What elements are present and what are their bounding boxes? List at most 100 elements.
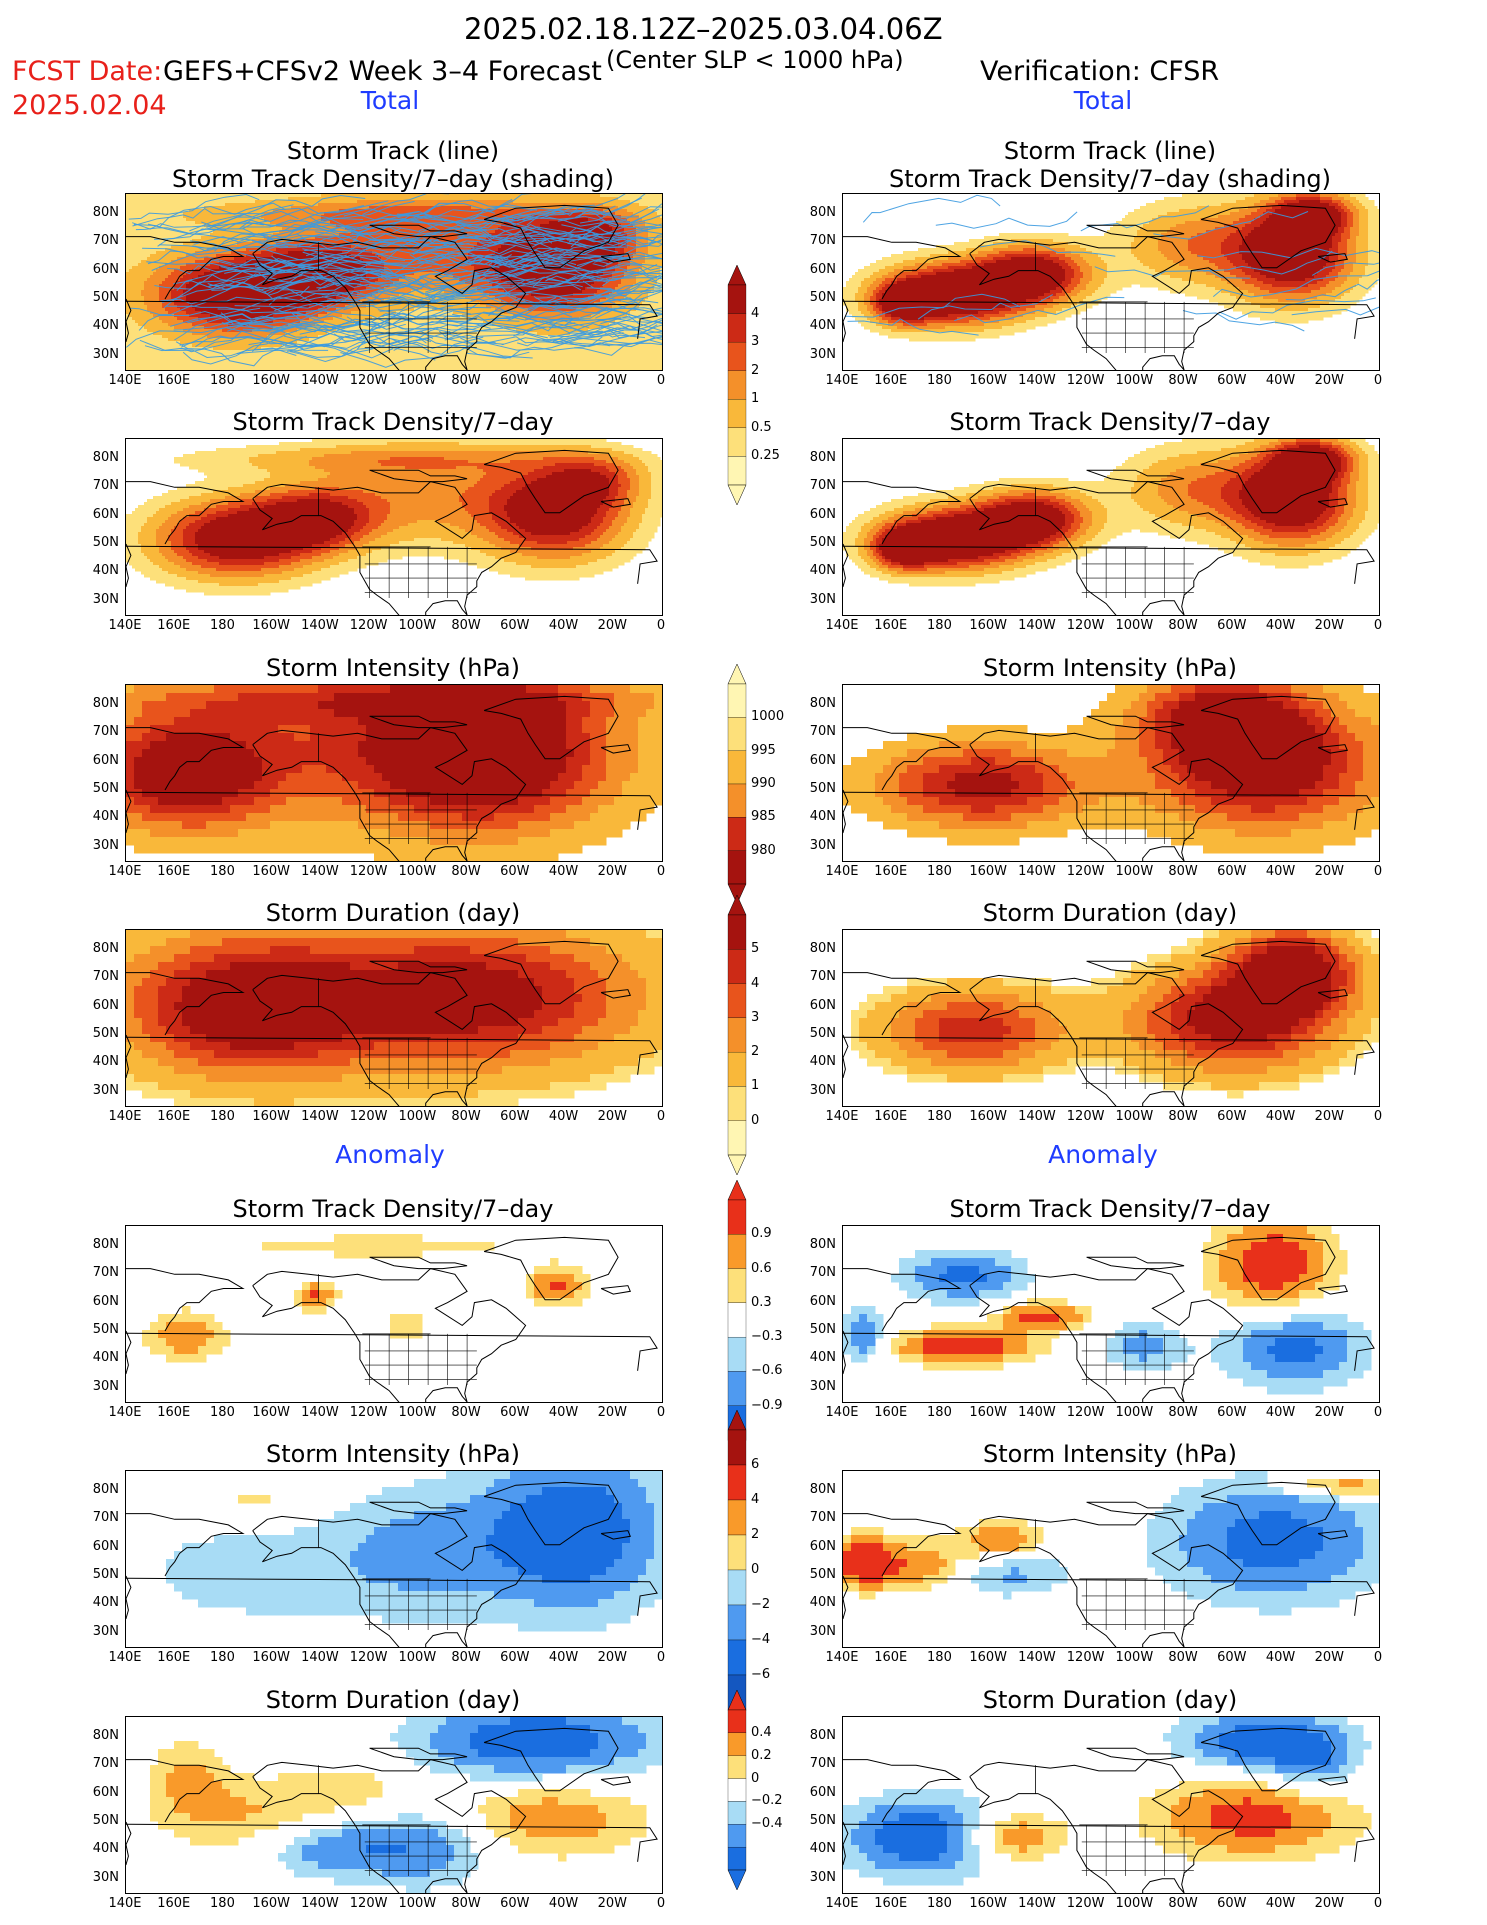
lat-tick-label: 70N xyxy=(792,969,836,984)
lon-tick-label: 140W xyxy=(1012,1405,1062,1420)
lon-tick-label: 160W xyxy=(246,1650,296,1665)
colorbar-duration-anom-label: −0.4 xyxy=(751,1816,783,1831)
lon-tick-label: 80W xyxy=(1158,1896,1208,1911)
criteria-label: (Center SLP < 1000 hPa) xyxy=(606,46,904,74)
coastline xyxy=(843,1330,849,1375)
coastline xyxy=(1200,1727,1336,1792)
coastline xyxy=(126,481,245,545)
coastline xyxy=(483,1236,619,1301)
coastline xyxy=(843,1332,1375,1371)
coastline xyxy=(1086,224,1185,238)
coastline xyxy=(252,972,527,1106)
panel-title: Storm Track Density/7–day xyxy=(93,1195,693,1223)
lat-tick-label: 30N xyxy=(792,1379,836,1394)
colorbar-density-anom-label: 0.9 xyxy=(751,1226,772,1241)
lat-tick-label: 40N xyxy=(792,318,836,333)
map-svg xyxy=(126,1717,662,1893)
coastline xyxy=(843,481,962,545)
coastline xyxy=(126,1823,658,1862)
state-borders xyxy=(318,1519,477,1630)
lon-tick-label: 160W xyxy=(246,1405,296,1420)
coastline xyxy=(843,1821,849,1866)
lat-tick-label: 40N xyxy=(792,563,836,578)
lat-tick-label: 80N xyxy=(75,1482,119,1497)
lon-tick-label: 60W xyxy=(490,1109,540,1124)
lat-tick-label: 60N xyxy=(75,1539,119,1554)
coastline xyxy=(843,1823,1375,1862)
coastline xyxy=(483,695,619,760)
lon-tick-label: 140W xyxy=(1012,1896,1062,1911)
coastline xyxy=(843,300,1375,339)
lon-tick-label: 180 xyxy=(197,864,247,879)
coastline xyxy=(1086,469,1185,483)
coastline xyxy=(600,1776,632,1786)
lon-tick-label: 160W xyxy=(963,1896,1013,1911)
lon-tick-label: 40W xyxy=(539,1650,589,1665)
coastline xyxy=(843,791,1375,830)
state-borders xyxy=(318,733,477,844)
lat-tick-label: 50N xyxy=(792,1813,836,1828)
lon-tick-label: 100W xyxy=(392,1650,442,1665)
lat-tick-label: 60N xyxy=(75,998,119,1013)
period-title: 2025.02.18.12Z–2025.03.04.06Z xyxy=(464,12,943,46)
lat-tick-label: 50N xyxy=(792,781,836,796)
coastline xyxy=(843,1036,1375,1075)
lat-tick-label: 80N xyxy=(75,450,119,465)
coastline xyxy=(1200,695,1336,760)
lon-tick-label: 160E xyxy=(866,1109,916,1124)
coastline xyxy=(126,1034,132,1079)
lon-tick-label: 20W xyxy=(1304,373,1354,388)
panel-title-line1: Storm Track (line) xyxy=(93,137,693,165)
lon-tick-label: 180 xyxy=(914,1650,964,1665)
lat-tick-label: 70N xyxy=(75,969,119,984)
lon-tick-label: 60W xyxy=(1207,373,1257,388)
lat-tick-label: 40N xyxy=(75,809,119,824)
map-panel xyxy=(125,438,663,616)
lon-tick-label: 160E xyxy=(866,618,916,633)
lon-tick-label: 80W xyxy=(441,618,491,633)
colorbar-density-total xyxy=(727,264,747,509)
lat-tick-label: 30N xyxy=(75,592,119,607)
lon-tick-label: 160E xyxy=(149,1109,199,1124)
state-borders xyxy=(318,1274,477,1385)
lon-tick-label: 80W xyxy=(1158,618,1208,633)
colorbar-intensity-anom-label: −6 xyxy=(751,1667,770,1682)
lat-tick-label: 50N xyxy=(792,1026,836,1041)
lon-tick-label: 20W xyxy=(1304,1896,1354,1911)
lat-tick-label: 70N xyxy=(75,478,119,493)
coastline xyxy=(252,727,527,861)
coastline xyxy=(1200,1236,1336,1301)
lat-tick-label: 40N xyxy=(75,1841,119,1856)
lat-tick-label: 80N xyxy=(75,696,119,711)
colorbar-intensity-total-label: 995 xyxy=(751,743,776,758)
lon-tick-label: 100W xyxy=(1109,1405,1159,1420)
lon-tick-label: 140W xyxy=(295,864,345,879)
panel-title: Storm Duration (day) xyxy=(810,899,1410,927)
colorbar-duration-anom-label: 0.4 xyxy=(751,1725,772,1740)
coastline xyxy=(969,481,1244,615)
lat-tick-label: 80N xyxy=(792,1482,836,1497)
lon-tick-label: 100W xyxy=(1109,1109,1159,1124)
coastline xyxy=(1200,940,1336,1005)
colorbar-duration-total-label: 3 xyxy=(751,1010,759,1025)
colorbar-density-total-label: 0.5 xyxy=(751,420,772,435)
colorbar-intensity-total-label: 990 xyxy=(751,776,776,791)
lon-tick-label: 20W xyxy=(587,1896,637,1911)
colorbar-density-total-label: 0.25 xyxy=(751,448,780,463)
lon-tick-label: 20W xyxy=(1304,864,1354,879)
lat-tick-label: 40N xyxy=(792,1054,836,1069)
coastline xyxy=(600,1285,632,1295)
lon-tick-label: 160W xyxy=(963,618,1013,633)
lon-tick-label: 0 xyxy=(1353,1109,1403,1124)
coastline xyxy=(252,1268,527,1402)
map-svg xyxy=(843,439,1379,615)
map-svg xyxy=(843,685,1379,861)
coastline xyxy=(969,236,1244,370)
colorbar-duration-anom-label: 0.2 xyxy=(751,1748,772,1763)
lon-tick-label: 120W xyxy=(1061,1650,1111,1665)
lon-tick-label: 0 xyxy=(1353,618,1403,633)
panel-title: Storm Intensity (hPa) xyxy=(93,1440,693,1468)
lon-tick-label: 140W xyxy=(295,618,345,633)
lon-tick-label: 40W xyxy=(539,1109,589,1124)
lat-tick-label: 40N xyxy=(75,1595,119,1610)
